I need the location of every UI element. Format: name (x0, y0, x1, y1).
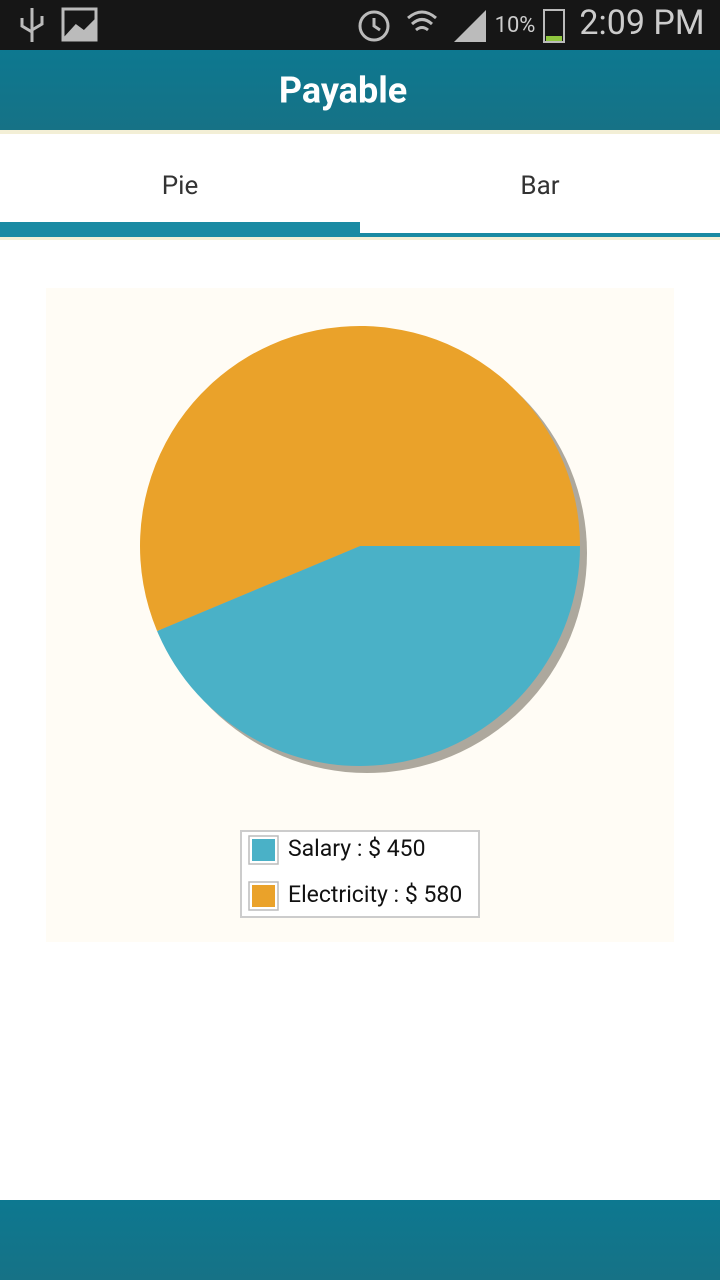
tab-shadow (0, 237, 720, 240)
header (0, 50, 720, 130)
footer (0, 1200, 720, 1280)
pie-slice (157, 546, 580, 766)
legend-label: Electricity : $ 580 (288, 881, 462, 908)
pie-slice (139, 325, 580, 631)
signal-icon (454, 10, 486, 42)
battery-text: 10% (495, 13, 536, 38)
clock: 2:09 PM (579, 3, 704, 43)
legend-swatch (252, 885, 275, 907)
tab[interactable]: Pie (162, 171, 199, 201)
status-icons (20, 7, 437, 42)
battery-icon (543, 9, 565, 43)
tab-underline (360, 233, 720, 237)
legend-label: Salary : $ 450 (288, 835, 426, 862)
legend (240, 830, 480, 918)
tab-indicator (0, 222, 360, 237)
pie (139, 325, 580, 766)
header-shadow (0, 130, 720, 134)
header-title: Payable (279, 70, 407, 112)
battery-level (546, 36, 562, 41)
legend-entries: Salary : $ 450 Electricity : $ 580 (248, 835, 462, 911)
legend-swatch (252, 839, 275, 861)
tab[interactable]: Bar (520, 171, 559, 201)
